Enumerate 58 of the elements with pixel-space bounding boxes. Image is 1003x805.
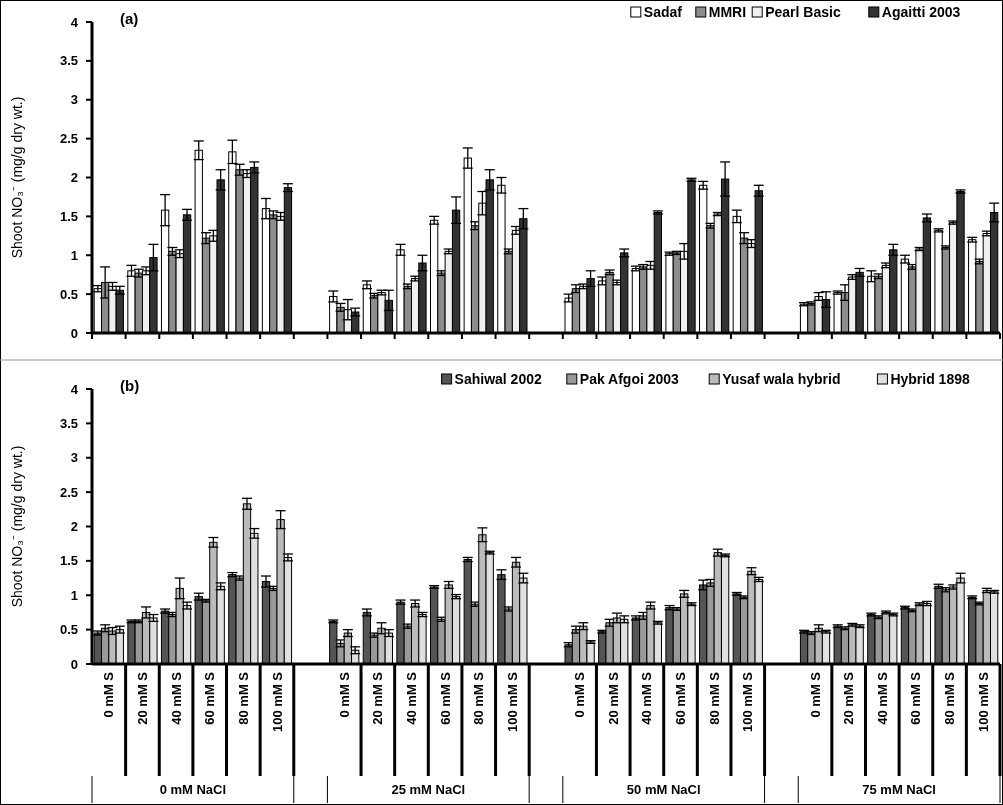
y-tick-label: 3.5	[59, 415, 78, 431]
y-tick-label: 0	[70, 656, 78, 672]
x-tick-label: 60 mM S	[673, 671, 689, 725]
legend-label: Yusaf wala hybrid	[722, 371, 841, 387]
x-tick-label: 100 mM S	[504, 671, 520, 732]
x-tick-label: 20 mM S	[605, 671, 621, 725]
x-tick-label: 40 mM S	[639, 671, 655, 725]
x-tick-label: 20 mM S	[134, 671, 150, 725]
y-tick-label: 3	[70, 450, 78, 466]
x-tick-label: 20 mM S	[841, 671, 857, 725]
y-tick-label: 1	[70, 587, 78, 603]
x-tick-label: 0 mM S	[807, 671, 823, 718]
y-tick-label: 1.5	[59, 208, 78, 224]
x-tick-label: 100 mM S	[975, 671, 991, 732]
legend-label: MMRI	[708, 4, 747, 20]
legend-label: Pak Afgoi 2003	[579, 371, 680, 387]
chart-title: (b)	[120, 377, 140, 394]
text: 50 mM NaCl	[626, 782, 701, 797]
text: 25 mM NaCl	[391, 782, 466, 797]
x-tick-label: 0 mM S	[101, 671, 117, 718]
x-tick-label: 80 mM S	[235, 671, 251, 725]
x-tick-label: 100 mM S	[269, 671, 285, 732]
x-tick-label: 80 mM S	[471, 671, 487, 725]
x-tick-label: 20 mM S	[370, 671, 386, 725]
x-tick-label: 60 mM S	[437, 671, 453, 725]
legend-label: Sahiwal 2002	[454, 371, 542, 387]
legend-label: Agaitti 2003	[881, 4, 961, 20]
text: 0 mM NaCl	[159, 782, 227, 797]
y-tick-label: 1.5	[59, 553, 78, 569]
x-tick-label: 40 mM S	[874, 671, 890, 725]
y-axis-title: Shoot NO₃⁻ (mg/g dry wt.)	[9, 445, 25, 608]
y-tick-label: 4	[70, 381, 79, 397]
y-tick-label: 3.5	[59, 53, 78, 69]
legend-label: Pearl Basic	[765, 4, 841, 20]
y-tick-label: 3	[70, 92, 78, 108]
legend-label: Sadaf	[643, 4, 683, 20]
chart-title: (a)	[120, 10, 139, 27]
x-tick-label: 60 mM S	[908, 671, 924, 725]
y-tick-label: 2.5	[59, 131, 78, 147]
x-tick-label: 80 mM S	[706, 671, 722, 725]
y-tick-label: 0.5	[59, 622, 78, 638]
y-tick-label: 4	[70, 14, 79, 30]
y-tick-label: 0.5	[59, 286, 78, 302]
x-tick-label: 40 mM S	[168, 671, 184, 725]
y-axis-title: Shoot NO₃⁻ (mg/g dry wt.)	[9, 96, 25, 259]
x-tick-label: 80 mM S	[942, 671, 958, 725]
x-tick-label: 100 mM S	[740, 671, 756, 732]
x-tick-label: 40 mM S	[404, 671, 420, 725]
x-tick-label: 60 mM S	[202, 671, 218, 725]
y-tick-label: 0	[70, 325, 78, 341]
y-tick-label: 2	[70, 519, 78, 535]
y-tick-label: 2	[70, 170, 78, 186]
legend-label: Hybrid 1898	[890, 371, 970, 387]
x-tick-label: 0 mM S	[572, 671, 588, 718]
x-tick-label: 0 mM S	[336, 671, 352, 718]
y-tick-label: 2.5	[59, 484, 78, 500]
y-tick-label: 1	[70, 247, 78, 263]
text: 75 mM NaCl	[862, 782, 936, 797]
